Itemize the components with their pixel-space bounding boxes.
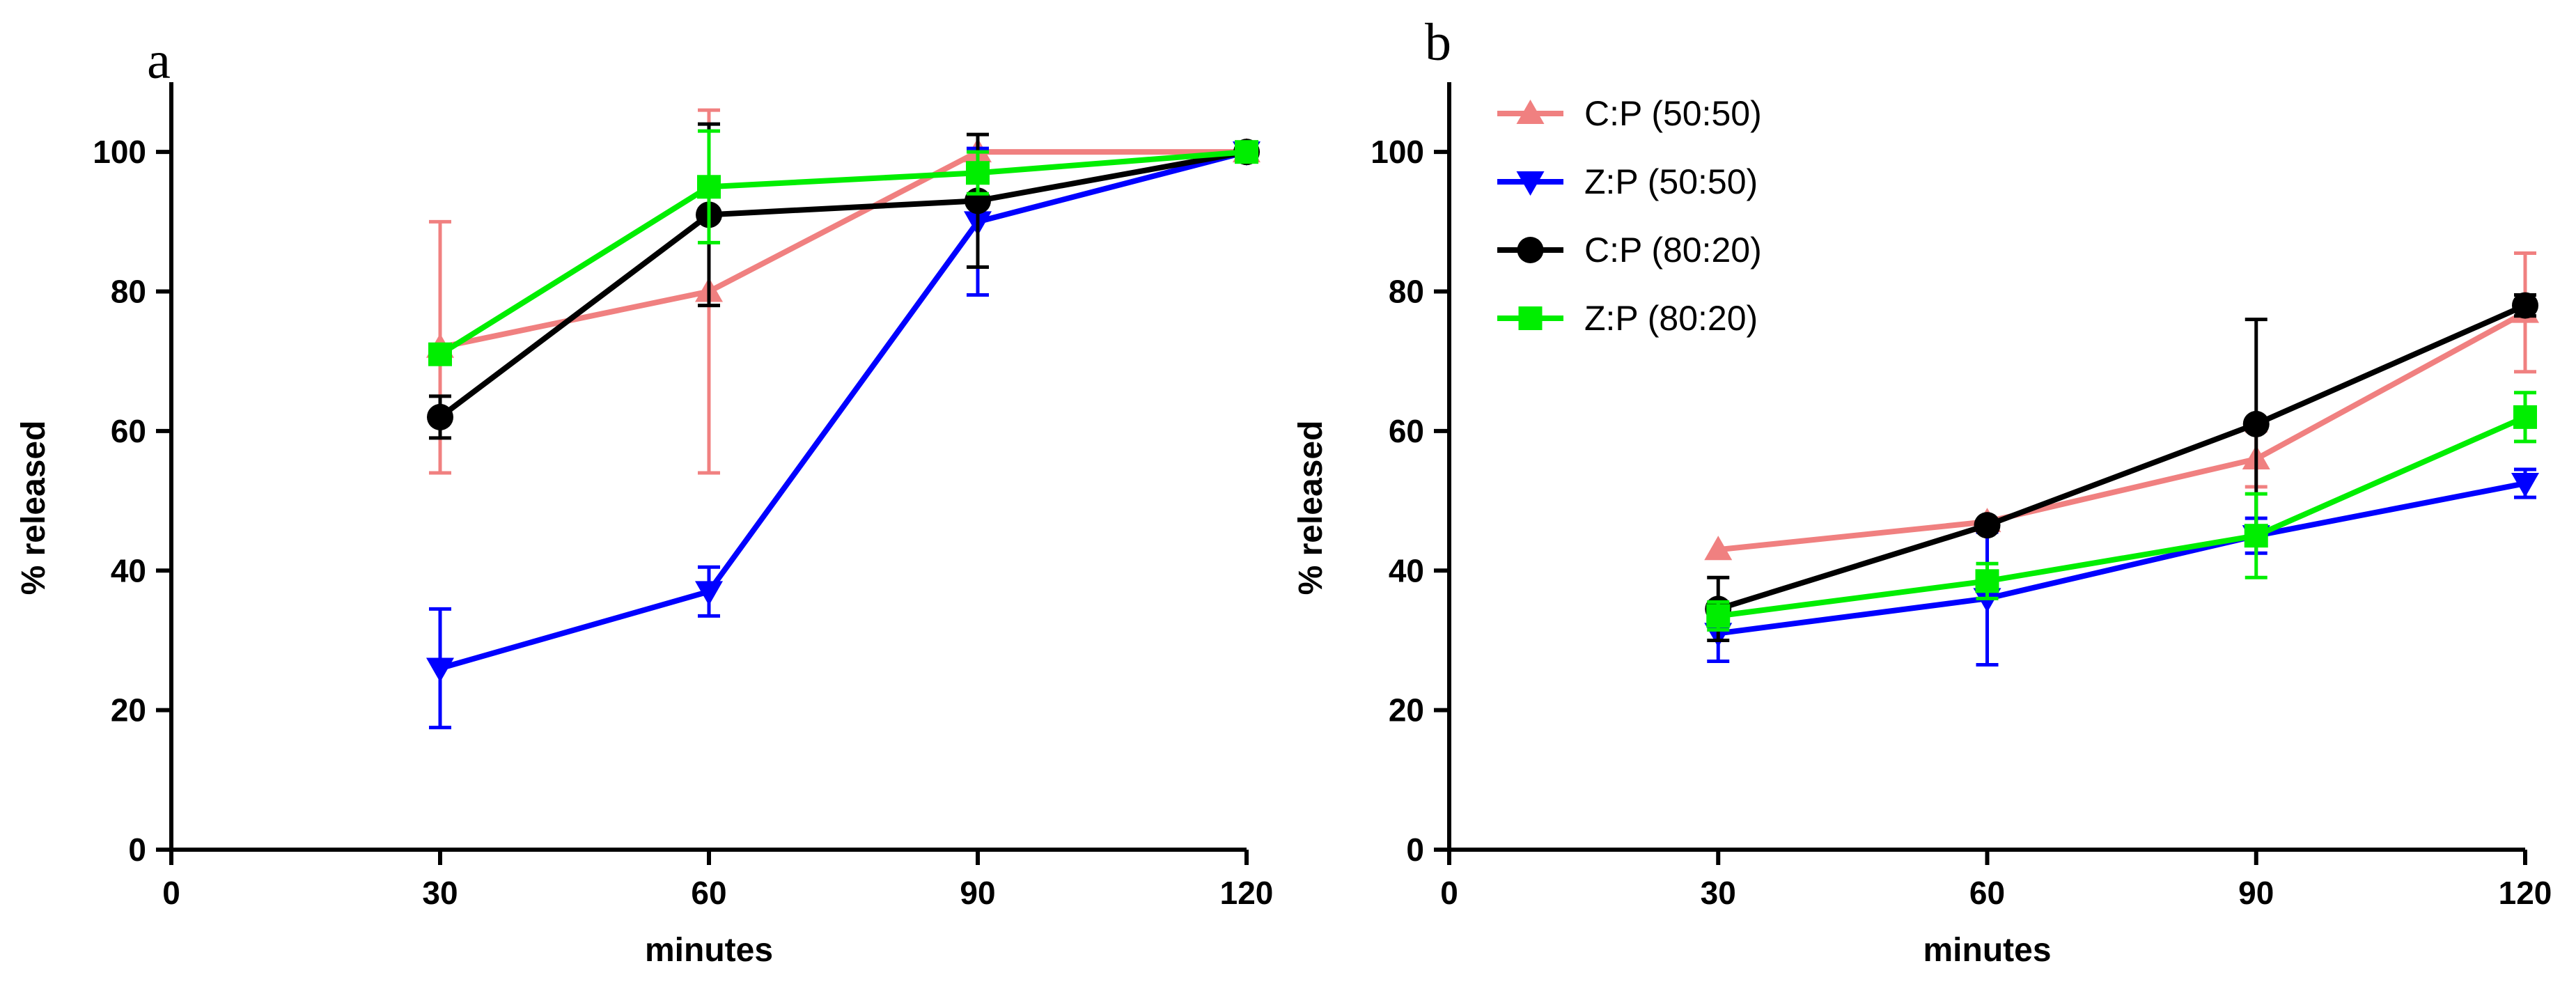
y-tick-label: 40 [111,552,146,589]
data-point [426,657,454,683]
y-tick-label: 0 [1406,832,1424,868]
y-tick-label: 20 [1389,692,1424,728]
series-Z:P (50:50) [426,141,1260,730]
series-line [438,149,1247,357]
y-axis-label: % released [1293,421,1329,595]
x-tick-label: 30 [1701,875,1736,911]
series-Z:P (80:20) [428,129,1258,366]
data-point [1974,512,2001,539]
chart-panel-b: b 0 20 40 60 80 100 0 30 60 90 120 minutes % released… [1293,13,2552,969]
series-Z:P (80:20) [1706,391,2537,632]
data-point [697,175,721,199]
legend-label: C:P (80:20) [1584,231,1762,270]
data-point [1235,140,1258,164]
series-line [439,149,1248,671]
legend-label: Z:P (80:20) [1584,299,1758,338]
x-tick-label: 0 [162,875,180,911]
data-point [1706,604,1731,628]
data-point [2511,473,2539,498]
series-Z:P (50:50) [1704,467,2539,667]
x-tick-label: 30 [422,875,458,911]
legend-label: C:P (50:50) [1584,94,1762,133]
series-C:P (80:20) [427,122,1260,440]
legend: C:P (50:50) Z:P (50:50) C:P (80:20) Z:P (80… [1497,94,1762,338]
x-tick-label: 120 [2499,875,2552,911]
y-tick-label: 20 [111,692,146,728]
y-tick-label: 100 [1371,134,1424,170]
panel-label: a [147,31,171,90]
x-axis-label: minutes [645,932,773,969]
series-line [1717,414,2527,619]
data-point [1704,536,1733,561]
legend-marker [1516,100,1545,124]
x-tick-label: 90 [960,875,995,911]
panel-label: b [1425,13,1451,72]
x-tick-label: 60 [691,875,726,911]
series-line [438,149,1247,420]
y-tick-label: 60 [111,413,146,449]
y-tick-label: 40 [1389,552,1424,589]
y-tick-label: 80 [111,274,146,310]
data-point [2242,410,2270,437]
data-point [427,403,453,430]
series-C:P (50:50) [1704,251,2539,561]
legend-marker [1516,171,1545,196]
legend-marker [1518,306,1543,330]
x-tick-label: 60 [1969,875,2005,911]
data-point [428,342,452,366]
series-line [1717,302,2527,612]
series-line [1717,310,2527,553]
y-tick-label: 80 [1389,274,1424,310]
y-tick-label: 60 [1389,413,1424,449]
data-point [1975,569,1999,593]
legend-marker [1517,237,1544,263]
data-point [2512,292,2538,319]
chart-panel-a: a 0 20 40 60 80 100 0 30 60 90 120 minutes % released [15,31,1273,969]
y-tick-label: 0 [128,832,146,868]
data-point [2513,405,2537,429]
x-tick-label: 0 [1440,875,1458,911]
data-point [695,581,723,606]
y-tick-label: 100 [93,134,146,170]
series-line [1717,481,2526,637]
series-C:P (50:50) [426,108,1260,475]
x-axis-label: minutes [1923,932,2051,969]
data-point [2244,524,2268,548]
legend-label: Z:P (50:50) [1584,162,1758,201]
data-point [966,161,990,185]
series-line [439,149,1247,350]
x-tick-label: 90 [2238,875,2274,911]
y-axis-label: % released [15,421,52,595]
x-tick-label: 120 [1220,875,1274,911]
